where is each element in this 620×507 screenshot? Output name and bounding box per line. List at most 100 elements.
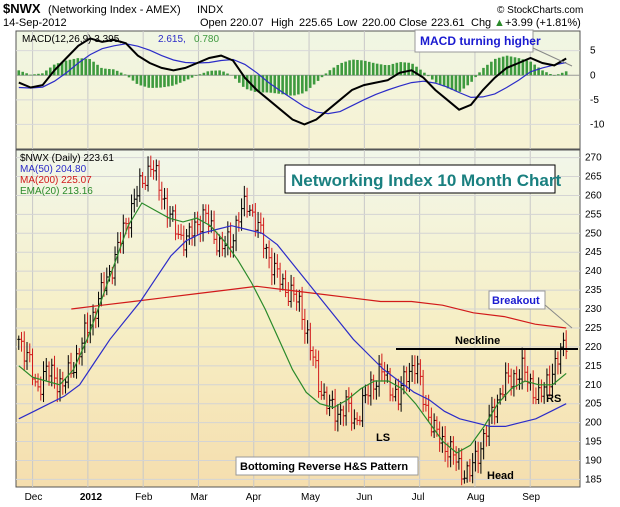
close-label: Close	[399, 17, 427, 29]
price-bar	[135, 185, 139, 207]
price-bar	[413, 355, 417, 385]
price-ytick: 250	[585, 228, 602, 239]
price-bar	[215, 231, 219, 256]
price-bar	[366, 384, 370, 405]
signal-legend: 2.615,	[158, 34, 186, 45]
price-bar	[545, 368, 549, 396]
price-bar	[157, 160, 161, 201]
price-bar	[267, 240, 271, 269]
price-bar	[355, 412, 359, 426]
watermark: © StockCharts.com	[497, 5, 583, 16]
price-bar	[377, 355, 381, 397]
price-bar	[234, 215, 238, 252]
macd-annotation-box	[414, 29, 534, 53]
price-bar	[303, 308, 307, 344]
price-bar	[253, 202, 257, 237]
date-label: 14-Sep-2012	[3, 17, 67, 29]
price-bar	[506, 362, 510, 384]
price-bar	[330, 390, 334, 410]
price-bar	[561, 332, 565, 357]
price-bar	[286, 282, 290, 307]
price-bar	[539, 379, 543, 403]
chart-title-box	[284, 164, 556, 194]
price-bar	[432, 413, 436, 438]
breakout-pointer	[544, 304, 573, 329]
price-bar	[218, 234, 222, 258]
macd-annotation: MACD turning higher	[420, 34, 541, 48]
price-bar	[196, 211, 200, 236]
breakout-label: Breakout	[492, 295, 540, 307]
price-bar	[212, 210, 216, 245]
price-bar	[31, 348, 35, 386]
chg-value: +3.99 (+1.81%)	[505, 17, 581, 29]
price-bar	[418, 359, 422, 386]
xtick-label: 2012	[80, 492, 103, 503]
price-bar	[146, 156, 150, 192]
price-bar	[333, 388, 337, 431]
price-bar	[17, 335, 21, 350]
price-bar	[223, 235, 227, 258]
high-label: High	[271, 17, 294, 29]
price-bar	[385, 364, 389, 383]
price-bar	[204, 204, 208, 223]
price-bar	[55, 367, 59, 403]
price-bar	[396, 378, 400, 411]
price-bar	[416, 355, 420, 384]
low-label: Low	[337, 17, 357, 29]
price-bar	[69, 352, 73, 378]
price-bar	[237, 212, 241, 232]
price-bar	[190, 219, 194, 246]
price-bar	[495, 394, 499, 424]
price-bar	[446, 442, 450, 468]
price-bar	[256, 211, 260, 238]
ma200-line	[71, 285, 567, 329]
head-label: Head	[487, 470, 514, 482]
price-bar	[361, 387, 365, 428]
price-bar	[187, 222, 191, 245]
price-bar	[229, 222, 233, 258]
index-name: (Networking Index - AMEX)	[48, 4, 181, 16]
price-ytick: 195	[585, 437, 602, 448]
price-bar	[363, 384, 367, 404]
price-ytick: 190	[585, 455, 602, 466]
price-bar	[523, 348, 527, 383]
price-bar	[465, 461, 469, 483]
price-bar	[352, 409, 356, 430]
xtick-label: Mar	[190, 492, 208, 503]
price-bar	[278, 262, 282, 292]
price-bar	[270, 247, 274, 286]
price-bar	[473, 440, 477, 472]
price-bar	[322, 383, 326, 400]
price-bar	[149, 155, 153, 178]
price-bar	[273, 252, 277, 285]
chg-label: Chg	[471, 17, 491, 29]
price-bar	[339, 402, 343, 425]
price-bar	[484, 425, 488, 447]
signal-line	[18, 43, 567, 115]
price-bar	[22, 331, 26, 371]
ma200-legend: MA(200) 225.07	[20, 175, 92, 186]
chart-title: Networking Index 10 Month Chart	[291, 171, 561, 190]
price-bar	[176, 224, 180, 240]
price-bar	[394, 379, 398, 402]
price-bar	[259, 212, 263, 234]
price-bar	[262, 217, 266, 259]
macd-ytick: -5	[590, 95, 599, 106]
price-bar	[471, 453, 475, 484]
price-bar	[66, 355, 70, 389]
ma50-line	[18, 225, 567, 427]
price-bar	[201, 204, 205, 242]
xtick-label: Feb	[135, 492, 153, 503]
price-bar	[317, 350, 321, 398]
price-bar	[347, 387, 351, 413]
price-bar	[245, 187, 249, 218]
macd-legend: MACD(12,26,9) 3.395,	[22, 34, 122, 45]
price-bar	[33, 373, 37, 387]
price-bar	[242, 185, 246, 217]
price-bar	[537, 377, 541, 404]
price-bar	[564, 330, 568, 360]
price-bar	[468, 458, 472, 482]
price-bar	[501, 384, 505, 400]
price-panel	[15, 149, 581, 488]
